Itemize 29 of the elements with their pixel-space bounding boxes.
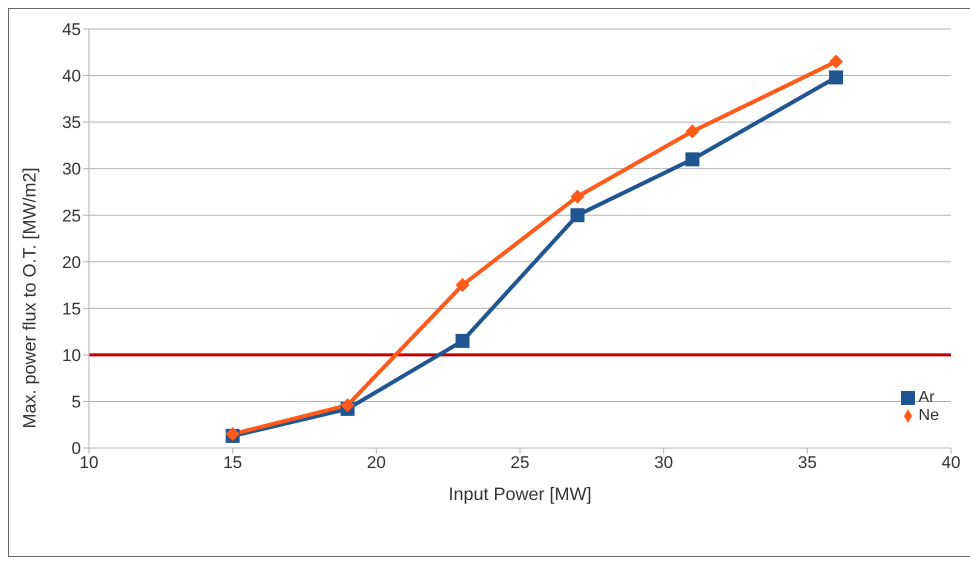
point: [570, 190, 584, 204]
point: [685, 124, 700, 138]
y-tick-label: 5: [72, 392, 81, 412]
point: [570, 208, 584, 222]
point: [340, 398, 355, 412]
y-tick-label: 35: [62, 113, 81, 132]
point: [456, 334, 470, 348]
x-tick-label: 35: [798, 453, 817, 472]
point: [829, 54, 844, 69]
x-tick-label: 15: [223, 453, 242, 472]
x-tick-label: 30: [654, 453, 674, 472]
point: [829, 70, 844, 84]
y-tick-label: 0: [72, 439, 81, 458]
y-tick-label: 10: [62, 346, 81, 365]
point: [456, 278, 470, 292]
x-axis-title: Input Power [MW]: [448, 484, 592, 504]
legend-label: Ar: [918, 389, 935, 406]
y-tick-label: 45: [62, 20, 81, 40]
x-tick-label: 40: [942, 453, 960, 472]
y-tick-label: 20: [62, 252, 81, 272]
y-tick-label: 15: [62, 299, 81, 318]
y-tick-label: 25: [62, 206, 81, 226]
y-tick-label: 30: [62, 160, 81, 179]
point: [685, 152, 700, 166]
y-tick-label: 40: [62, 66, 81, 86]
y-axis-title: Max. power flux to O.T. [MW/m2]: [19, 167, 40, 428]
legend-label: Ne: [918, 407, 939, 424]
x-tick-label: 20: [366, 453, 386, 472]
x-tick-label: 25: [510, 453, 530, 472]
